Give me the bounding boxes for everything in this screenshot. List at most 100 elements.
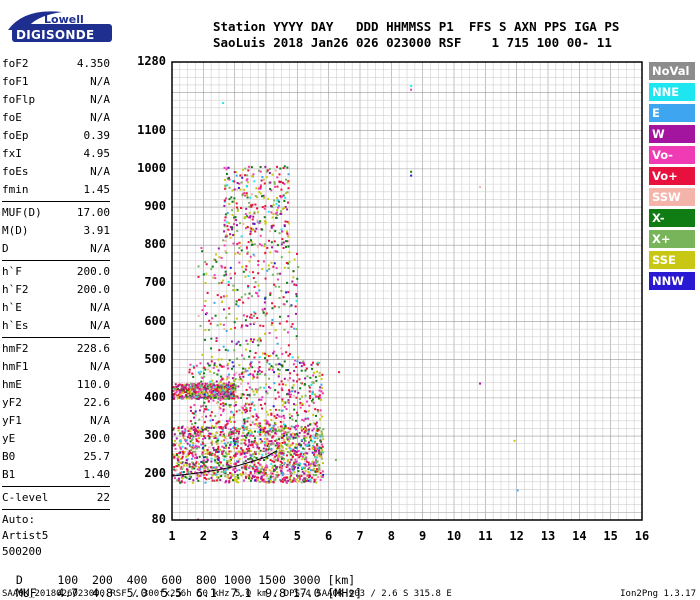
echo-mark [288,389,291,392]
echo-mark [307,430,310,433]
echo-mark [273,181,276,184]
echo-mark [172,443,175,446]
divider [2,260,110,261]
echo-mark [215,402,218,405]
echo-mark [199,389,202,392]
echo-mark [199,430,202,433]
echo-mark [253,370,256,373]
echo-mark [233,349,236,352]
echo-mark [201,353,204,356]
echo-mark [263,245,266,248]
echo-mark [208,477,211,480]
echo-mark [224,213,227,216]
echo-mark [278,369,281,372]
echo-mark [221,377,224,380]
echo-mark [302,360,305,363]
echo-mark [225,295,228,298]
echo-mark [230,340,233,343]
echo-mark [219,448,222,451]
echo-mark [304,394,307,397]
echo-mark [247,284,250,287]
echo-mark [236,341,239,344]
echo-mark [229,266,232,269]
echo-mark [270,447,273,450]
echo-mark [292,384,295,387]
echo-mark [245,215,248,218]
echo-mark [224,397,227,400]
echo-mark [216,401,219,404]
echo-mark [287,458,290,461]
echo-mark [220,386,223,389]
echo-mark [172,386,175,389]
echo-mark [268,430,271,433]
echo-mark [277,357,280,360]
echo-mark [207,400,210,403]
echo-mark [248,386,251,389]
echo-mark [195,386,198,389]
echo-mark [225,251,228,254]
echo-mark [242,367,245,370]
echo-mark [234,389,237,392]
echo-mark [228,465,231,468]
echo-mark [244,194,247,197]
echo-mark [226,468,229,471]
echo-mark [248,447,251,450]
echo-mark [244,443,247,446]
echo-mark [271,429,274,432]
echo-mark [223,219,226,222]
echo-mark [248,260,251,263]
echo-mark [239,382,242,385]
echo-mark [188,371,191,374]
echo-mark [287,399,290,402]
echo-mark [308,384,311,387]
echo-mark [224,391,227,394]
echo-mark [189,392,192,395]
echo-mark [193,412,196,415]
echo-mark [183,450,186,453]
echo-mark [230,387,233,390]
echo-mark [291,386,294,389]
echo-mark [215,473,218,476]
echo-mark [290,481,293,484]
echo-mark [237,340,240,343]
echo-mark [291,390,294,393]
echo-mark [266,481,269,484]
echo-mark [280,210,283,213]
echo-mark [180,457,183,460]
echo-mark [202,372,205,375]
echo-mark [293,452,296,455]
echo-mark [280,228,283,231]
echo-mark [202,456,205,459]
echo-mark [184,430,187,433]
echo-mark [188,397,191,400]
echo-mark [222,387,225,390]
echo-mark [247,169,250,172]
echo-mark [282,459,285,462]
echo-mark [321,433,324,436]
echo-mark [204,465,207,468]
echo-mark [227,461,230,464]
echo-mark [236,395,239,398]
echo-mark [262,310,265,313]
echo-mark [189,451,192,454]
echo-mark [233,462,236,465]
echo-mark [194,430,197,433]
echo-mark [281,478,284,481]
echo-mark [240,326,243,329]
echo-mark [305,429,308,432]
echo-mark [185,397,188,400]
echo-mark [194,427,197,430]
echo-mark [215,466,218,469]
echo-mark [276,465,279,468]
echo-mark [192,393,195,396]
echo-mark [307,410,310,413]
echo-mark [258,459,261,462]
echo-mark [189,420,192,423]
echo-mark [276,272,279,275]
echo-mark [231,456,234,459]
echo-mark [270,470,273,473]
echo-mark [252,222,255,225]
echo-mark [243,216,246,219]
echo-mark [272,456,275,459]
echo-mark [251,477,254,480]
